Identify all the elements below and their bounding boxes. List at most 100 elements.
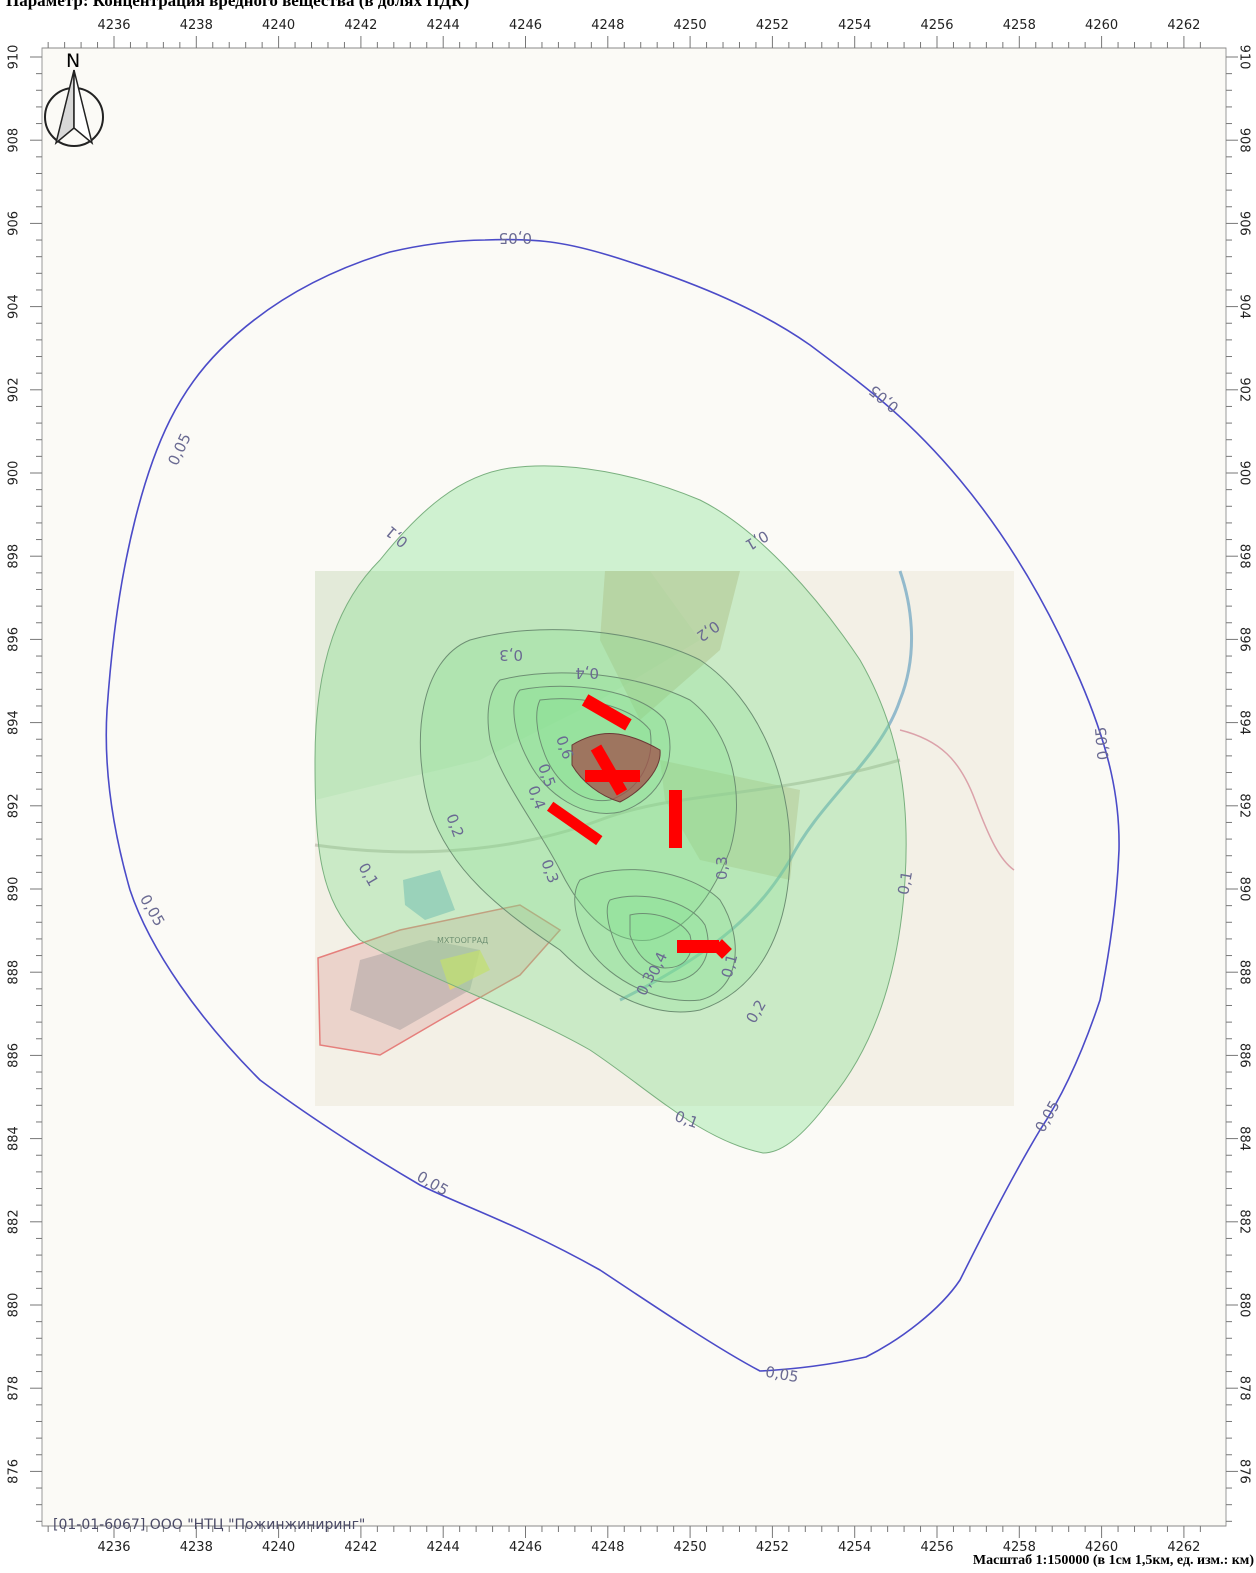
label-01-s-inner: 0,1 [718,952,742,980]
y-tick-label-right: 894 [1237,710,1252,735]
emission-sources [546,694,732,959]
y-tick-label-left: 900 [7,461,22,486]
y-tick-label-right: 898 [1237,544,1252,569]
zone-south-1 [574,869,736,1002]
x-tick-label-top: 4244 [427,18,460,33]
y-tick-label-right: 890 [1237,877,1252,902]
yellow-patch [440,950,490,990]
map-title: Параметр: Концентрация вредного вещества… [6,0,470,10]
y-tick-label-left: 882 [7,1209,22,1234]
x-tick-label-top: 4238 [180,18,213,33]
x-tick-label-top: 4246 [509,18,542,33]
zone-south-2 [606,895,709,983]
basemap: МХТООГРАД [314,570,1015,1106]
north-label: N [66,50,80,72]
y-tick-label-right: 900 [1237,461,1252,486]
x-tick-label-bottom: 4242 [344,1540,377,1555]
bottom-ruler: 4236 4238 4240 4242 4244 4246 4248 4250 4252 4254… [42,1525,1226,1555]
y-tick-label-right: 904 [1237,294,1252,319]
y-tick-label-left: 886 [7,1043,22,1068]
y-tick-label-left: 880 [7,1293,22,1318]
x-tick-label-top: 4250 [674,18,707,33]
right-ruler: 910 908 906 904 902 900 898 896 894 892 890 888 886 8… [1226,45,1252,1522]
y-tick-label-left: 910 [7,45,22,70]
x-tick-label-bottom: 4252 [756,1540,789,1555]
source-5 [669,790,682,848]
river [619,570,914,1002]
x-tick-label-bottom: 4240 [262,1540,295,1555]
source-2 [581,694,632,731]
x-tick-label-bottom: 4244 [427,1540,460,1555]
y-tick-label-left: 892 [7,793,22,818]
x-tick-label-bottom: 4248 [591,1540,624,1555]
isoline-005 [105,238,1120,1372]
zone-01 [314,465,907,1154]
x-tick-label-bottom: 4250 [674,1540,707,1555]
y-tick-label-left: 876 [7,1459,22,1484]
y-tick-label-right: 906 [1237,211,1252,236]
x-tick-label-bottom: 4256 [920,1540,953,1555]
y-tick-label-left: 894 [7,710,22,735]
source-7 [712,939,732,959]
concentration-zones [314,465,907,1154]
y-tick-label-right: 880 [1237,1293,1252,1318]
left-ruler: 910 908 906 904 902 900 898 896 894 892 890 888 886 8… [7,45,42,1522]
x-tick-label-top: 4260 [1085,18,1118,33]
x-tick-label-top: 4254 [838,18,871,33]
y-tick-label-left: 908 [7,128,22,153]
x-tick-label-bottom: 4246 [509,1540,542,1555]
y-tick-label-right: 896 [1237,627,1252,652]
y-tick-label-right: 878 [1237,1376,1252,1401]
x-tick-label-bottom: 4262 [1167,1540,1200,1555]
y-tick-label-left: 890 [7,877,22,902]
y-tick-label-left: 888 [7,960,22,985]
brown-zone-north [600,571,740,720]
y-tick-label-right: 876 [1237,1459,1252,1484]
label-04-n: 0,4 [575,664,599,682]
y-tick-label-left: 902 [7,377,22,402]
label-005-e: 0,05 [1092,726,1113,761]
source-4 [546,801,603,846]
x-tick-label-top: 4258 [1003,18,1036,33]
zone-03 [487,672,738,941]
label-005-top: 0,05 [499,229,532,247]
y-tick-label-left: 906 [7,211,22,236]
y-tick-label-right: 888 [1237,960,1252,985]
y-tick-label-right: 882 [1237,1209,1252,1234]
north-arrow: N [44,50,104,147]
x-tick-label-bottom: 4258 [1003,1540,1036,1555]
x-tick-label-top: 4262 [1167,18,1200,33]
x-tick-label-top: 4236 [97,18,130,33]
y-tick-label-left: 904 [7,294,22,319]
company-credit: [01-01-6067] ООО "НТЦ "Пожинжиниринг" [53,1517,366,1533]
x-tick-label-bottom: 4236 [97,1540,130,1555]
x-tick-label-top: 4256 [920,18,953,33]
label-03-n: 0,3 [499,646,523,664]
y-tick-label-left: 898 [7,544,22,569]
x-tick-label-bottom: 4254 [838,1540,871,1555]
x-tick-label-top: 4242 [344,18,377,33]
pond [403,870,455,920]
y-tick-label-left: 896 [7,627,22,652]
x-tick-label-bottom: 4260 [1085,1540,1118,1555]
y-tick-label-left: 878 [7,1376,22,1401]
settlement-label: МХТООГРАД [437,936,488,945]
y-tick-label-right: 902 [1237,377,1252,402]
x-tick-label-top: 4248 [591,18,624,33]
zone-south-3 [629,913,692,969]
y-tick-label-right: 892 [1237,793,1252,818]
scale-label: Масштаб 1:150000 (в 1см 1,5км, ед. изм.:… [972,1553,1254,1568]
top-ruler: 4236 4238 4240 4242 4244 4246 4248 4250 4252 4254… [42,18,1226,49]
y-tick-label-right: 886 [1237,1043,1252,1068]
y-tick-label-right: 884 [1237,1126,1252,1151]
y-tick-label-left: 884 [7,1126,22,1151]
label-005-bottom: 0,05 [764,1363,800,1387]
x-tick-label-bottom: 4238 [180,1540,213,1555]
x-tick-label-top: 4240 [262,18,295,33]
y-tick-label-right: 910 [1237,45,1252,70]
road [314,758,901,854]
source-6 [677,940,719,953]
label-01-e: 0,1 [894,870,916,897]
river-east [899,729,1015,871]
